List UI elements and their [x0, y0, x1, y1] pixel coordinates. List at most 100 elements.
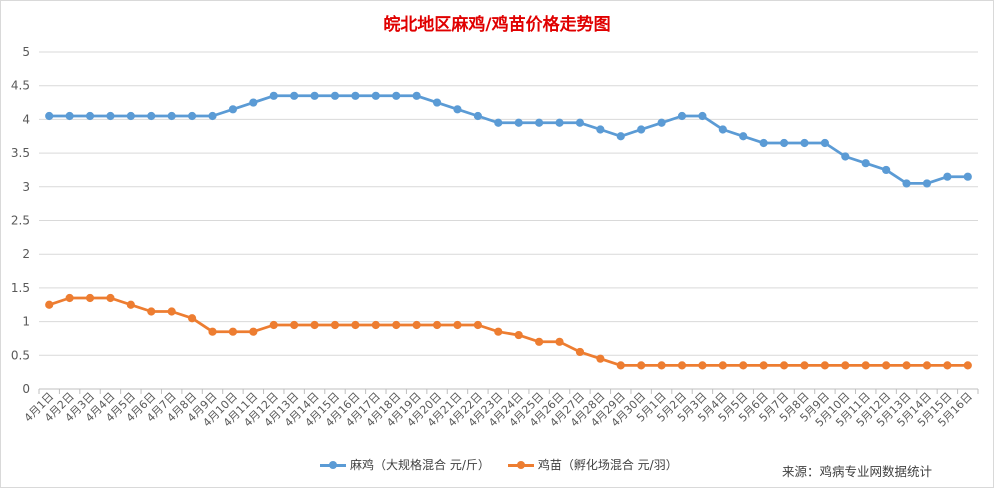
data-point-series-1 [412, 91, 421, 100]
data-point-series-2 [249, 327, 258, 336]
data-point-series-2 [637, 361, 646, 370]
data-point-series-2 [902, 361, 911, 370]
data-point-series-1 [167, 111, 176, 121]
y-tick-label: 2.5 [11, 214, 30, 228]
data-point-series-2 [963, 361, 972, 370]
y-tick-label: 1.5 [11, 281, 30, 295]
data-point-series-2 [208, 327, 217, 336]
data-point-series-1 [494, 118, 503, 127]
data-point-series-1 [677, 111, 687, 121]
data-point-series-2 [310, 320, 319, 330]
data-point-series-2 [269, 320, 278, 330]
data-point-series-2 [922, 361, 932, 370]
data-point-series-1 [575, 118, 585, 127]
data-point-series-1 [861, 159, 870, 168]
data-point-series-2 [739, 361, 748, 370]
data-point-series-2 [555, 337, 564, 346]
data-point-series-2 [412, 320, 421, 330]
data-point-series-2 [800, 361, 809, 370]
data-point-series-1 [65, 111, 74, 121]
data-point-series-1 [249, 98, 258, 107]
data-point-series-1 [616, 132, 625, 141]
data-point-series-1 [555, 118, 564, 127]
data-point-series-1 [351, 91, 360, 100]
data-point-series-2 [718, 361, 727, 370]
data-point-series-2 [85, 293, 95, 303]
data-point-series-2 [392, 320, 401, 330]
data-point-series-1 [269, 91, 278, 100]
data-point-series-2 [596, 354, 605, 363]
data-point-series-2 [779, 361, 789, 370]
data-point-series-2 [535, 337, 544, 346]
data-point-series-1 [371, 91, 380, 100]
data-point-series-1 [473, 111, 482, 121]
data-point-series-2 [45, 300, 54, 309]
y-tick-label: 5 [22, 45, 30, 59]
y-tick-label: 2 [22, 247, 30, 261]
data-point-series-1 [187, 111, 197, 121]
y-tick-label: 3.5 [11, 146, 30, 160]
data-point-series-1 [739, 132, 748, 141]
data-point-series-1 [902, 179, 911, 188]
data-point-series-2 [106, 293, 115, 303]
source-note: 来源：鸡病专业网数据统计 [782, 464, 933, 479]
legend-swatch-series2 [507, 460, 534, 470]
data-point-series-1 [841, 152, 850, 161]
legend-item-series1: 麻鸡（大规格混合 元/斤） [320, 456, 490, 473]
data-point-series-1 [290, 91, 299, 100]
legend-label-series1: 麻鸡（大规格混合 元/斤） [350, 458, 490, 472]
data-point-series-2 [882, 361, 891, 370]
data-point-series-1 [310, 91, 319, 100]
y-tick-label: 4.5 [11, 79, 30, 93]
data-point-series-1 [535, 118, 544, 127]
y-tick-label: 0 [22, 382, 30, 396]
data-point-series-2 [147, 307, 156, 316]
data-point-series-2 [453, 320, 462, 330]
data-point-series-2 [167, 307, 176, 316]
data-point-series-1 [596, 125, 605, 134]
data-point-series-1 [392, 91, 401, 100]
data-point-series-1 [85, 111, 95, 121]
data-point-series-2 [126, 300, 135, 309]
data-point-series-1 [453, 105, 462, 114]
data-point-series-1 [820, 138, 830, 148]
series-line-1 [49, 94, 968, 185]
data-point-series-1 [963, 172, 972, 181]
data-point-series-2 [820, 361, 830, 370]
data-point-series-2 [351, 320, 360, 330]
legend-label-series2: 鸡苗（孵化场混合 元/羽） [537, 458, 678, 472]
data-point-series-1 [147, 111, 156, 121]
data-point-series-1 [759, 138, 768, 148]
data-point-series-2 [494, 327, 503, 336]
chart-title: 皖北地区麻鸡/鸡苗价格走势图 [383, 15, 611, 35]
legend: 麻鸡（大规格混合 元/斤） 鸡苗（孵化场混合 元/羽） [320, 456, 696, 473]
data-point-series-1 [330, 91, 340, 100]
data-point-series-2 [759, 361, 768, 370]
data-point-series-1 [637, 125, 646, 134]
data-point-series-1 [882, 165, 891, 175]
data-point-series-1 [208, 111, 217, 121]
data-point-series-2 [616, 361, 625, 370]
data-point-series-2 [290, 320, 299, 330]
data-point-series-1 [657, 118, 666, 127]
y-tick-label: 1 [22, 315, 30, 329]
y-tick-label: 3 [22, 180, 30, 194]
data-point-series-2 [657, 361, 666, 370]
data-point-series-2 [575, 347, 585, 357]
data-point-series-2 [187, 314, 197, 323]
data-point-series-2 [330, 320, 340, 330]
data-point-series-2 [371, 320, 380, 330]
data-point-series-1 [432, 98, 442, 107]
y-tick-label: 4 [22, 112, 30, 126]
data-point-series-1 [126, 111, 135, 121]
data-point-series-2 [514, 330, 523, 340]
data-point-series-1 [228, 105, 238, 114]
data-point-series-2 [698, 361, 707, 370]
data-point-series-1 [45, 111, 54, 121]
data-point-series-2 [861, 361, 870, 370]
data-point-series-1 [779, 138, 789, 148]
data-point-series-1 [698, 111, 707, 121]
y-tick-label: 0.5 [11, 348, 30, 362]
